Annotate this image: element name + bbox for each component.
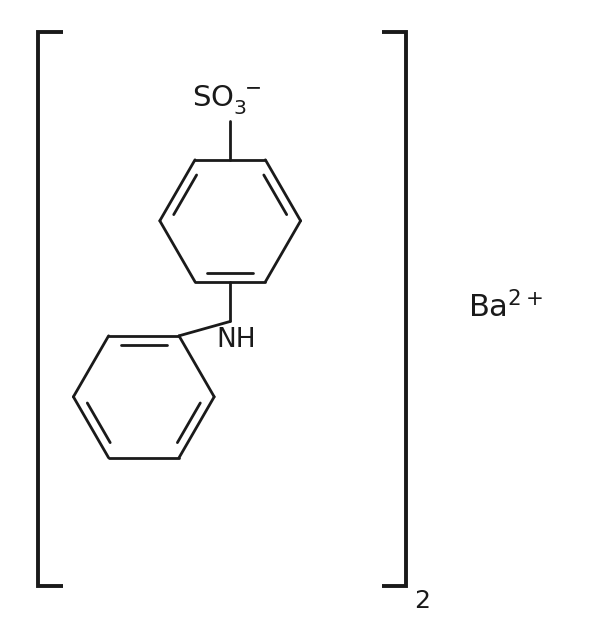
Text: Ba$^{2+}$: Ba$^{2+}$ (468, 291, 543, 323)
Text: SO$_3^{\ -}$: SO$_3^{\ -}$ (192, 83, 262, 116)
Text: NH: NH (217, 326, 257, 353)
Text: 2: 2 (414, 589, 430, 613)
